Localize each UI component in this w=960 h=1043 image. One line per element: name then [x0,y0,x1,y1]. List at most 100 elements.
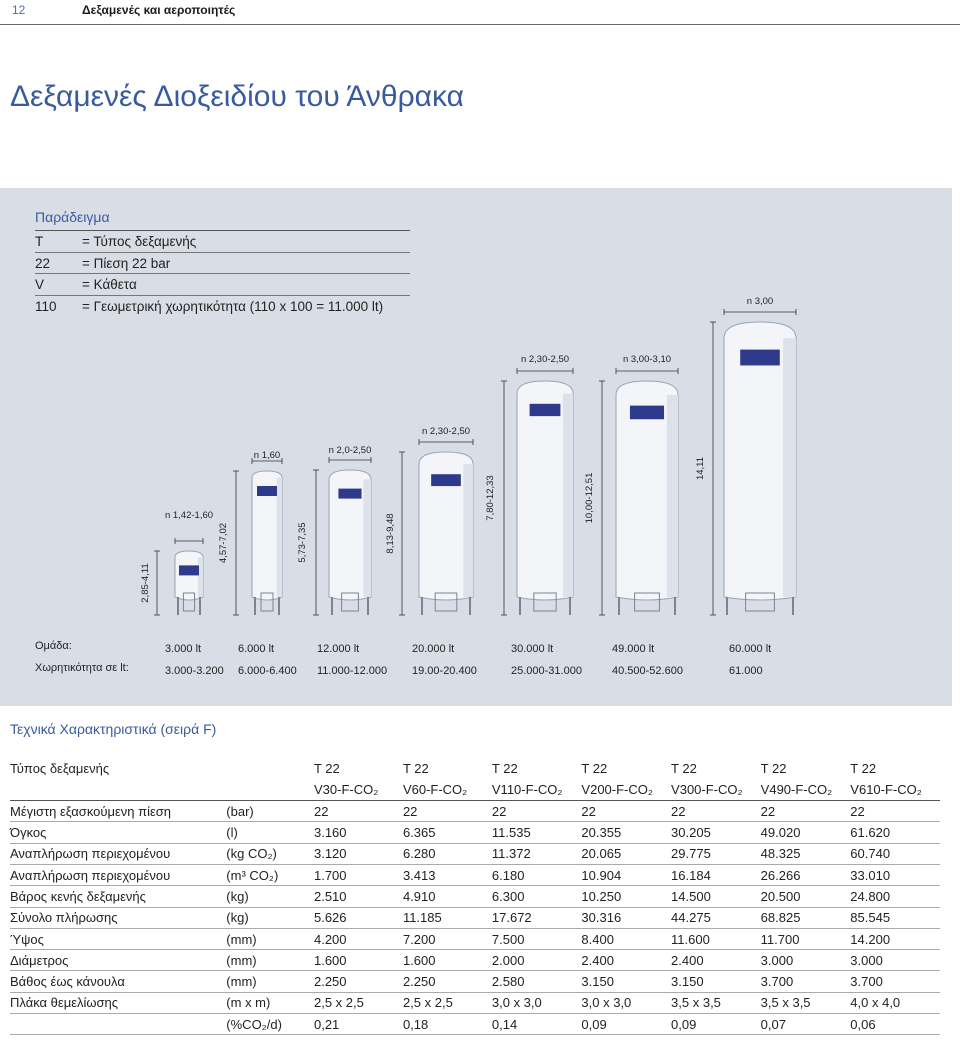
spec-parameter: Βάρος κενής δεξαμενής [10,885,227,908]
specs-row: Τύπος δεξαμενής T 22 T 22 T 22 T 22 T 22 T 22 T… [10,758,940,779]
spec-value: 14.500 [671,885,761,908]
tank-shade [276,477,282,597]
legend-row: 110 = Γεωμετρική χωρητικότητα (110 x 100… [35,296,410,318]
tank-skirt [533,592,557,612]
tank-skirt [260,592,274,612]
spec-value: 3.700 [850,970,940,993]
specs-table: Τύπος δεξαμενής T 22 T 22 T 22 T 22 T 22 T 22 T… [10,758,940,1036]
legend-value: = Πίεση 22 bar [82,255,171,271]
spec-value: 4.910 [402,885,492,908]
tank-body [418,451,474,601]
specs-row: Πλάκα θεμελίωσης (m x m) 2,5 x 2,5 2,5 x 2,… [10,992,940,1015]
spec-value: 6.300 [491,885,582,908]
tank-leg [199,597,201,615]
spec-value: 22 [313,800,403,823]
header-divider [0,24,960,25]
tank-shade [463,464,473,597]
spec-value: 24.800 [850,885,940,908]
spec-value: 6.365 [402,821,492,844]
tank-height-label: 8,13-9,48 [385,513,396,553]
tank-badge [740,349,780,366]
specs-row: Σύνολο πλήρωσης (kg) 5.626 11.185 17.672 30.3… [10,907,940,929]
specs-row: Βάρος κενής δεξαμενής (kg) 2.510 4.910 6.300… [10,885,940,908]
spec-unit: (m³ CO₂) [226,864,314,887]
legend-value: = Γεωμετρική χωρητικότητα (110 x 100 = 1… [82,298,384,314]
legend-key: T [35,234,44,249]
legend-key: V [35,277,45,292]
tank-capacity-value: 25.000-31.000 [511,665,582,677]
spec-unit: (mm) [226,970,314,993]
spec-value: 4.200 [313,928,403,951]
spec-value: 14.200 [850,928,940,951]
tank-group-value: 12.000 lt [317,643,360,655]
spec-parameter: Αναπλήρωση περιεχομένου [10,864,227,887]
spec-value: 8.400 [581,928,672,951]
spec-value: 16.184 [671,864,761,887]
spec-value: 3.000 [850,949,940,972]
tank-diameter-label: n 1,42-1,60 [165,510,213,521]
tank-body [174,550,204,601]
specs-row: Μέγιστη εξασκούμενη πίεση (bar) 22 22 22 22 22… [10,800,940,823]
spec-value: 2.580 [491,970,582,993]
spec-value: 1.600 [313,949,403,972]
spec-parameter: Διάμετρος [10,949,227,972]
tank-leg [792,597,794,615]
tank-shade [197,557,203,597]
spec-value: 2,5 x 2,5 [313,992,403,1015]
spec-parameter: Τύπος δεξαμενής [10,761,110,777]
spec-value: 3.120 [313,843,403,865]
spec-value: 2.400 [581,949,672,972]
spec-value: 60.740 [850,843,940,865]
spec-parameter [10,1013,227,1036]
capacity-label: Χωρητικότητα σε lt: [35,662,129,674]
spec-parameter: Όγκος [10,821,227,844]
spec-value: 20.065 [581,843,672,865]
tank-badge [179,565,199,576]
section-title: Δεξαμενές και αεροποιητές [82,3,236,17]
tank-diameter-label: n 1,60 [254,450,280,461]
spec-value: 61.620 [850,821,940,844]
spec-value: 30.316 [581,907,672,929]
spec-unit [226,758,314,779]
spec-value: 20.355 [581,821,672,844]
spec-value: 0,18 [402,1013,492,1036]
spec-value: T 22 [760,761,787,777]
tank-badge [629,405,665,420]
spec-value: 5.626 [313,907,403,929]
tank-height-label: 5,73-7,35 [297,522,308,562]
spec-value: 2,5 x 2,5 [402,992,492,1015]
spec-parameter: Ύψος [10,928,227,951]
spec-value: 6.180 [491,864,582,887]
spec-value: 0,14 [491,1013,582,1036]
spec-value: V60-F-CO₂ [402,779,492,802]
spec-unit: (l) [226,821,314,844]
spec-value: 6.280 [402,843,492,865]
tank-capacity-value: 61.000 [729,665,763,677]
spec-value: 11.535 [491,821,582,844]
specs-row: Αναπλήρωση περιεχομένου (kg CO₂) 3.120 6.28… [10,843,940,865]
specs-title: Τεχνικά Χαρακτηριστικά (σειρά F) [10,721,217,737]
tank-height-label: 10,00-12,51 [584,473,595,524]
spec-parameter: Αναπλήρωση περιεχομένου [10,843,227,865]
spec-value: 3,5 x 3,5 [671,992,761,1015]
legend-key: 22 [35,255,51,271]
tank-group-value: 20.000 lt [412,643,455,655]
spec-unit: (kg CO₂) [226,843,314,865]
tank-capacity-value: 6.000-6.400 [238,665,297,677]
specs-row: Όγκος (l) 3.160 6.365 11.535 20.355 30.205 49.0… [10,821,940,844]
spec-unit: (bar) [226,800,314,823]
spec-parameter: Μέγιστη εξασκούμενη πίεση [10,800,227,823]
spec-value: 2.250 [313,970,403,993]
tank-leg [421,597,423,615]
tank-shade [783,338,796,597]
tank-body [516,380,574,601]
tank-capacity-value: 40.500-52.600 [612,665,683,677]
spec-value: T 22 [581,761,608,777]
spec-value: 0,07 [760,1013,851,1036]
spec-value: 3,5 x 3,5 [760,992,851,1015]
tank-diameter-label: n 3,00-3,10 [623,354,671,365]
spec-parameter: Σύνολο πλήρωσης [10,907,227,929]
tank-body [328,469,372,601]
spec-value: 85.545 [850,907,940,929]
example-title: Παράδειγμα [35,209,110,225]
